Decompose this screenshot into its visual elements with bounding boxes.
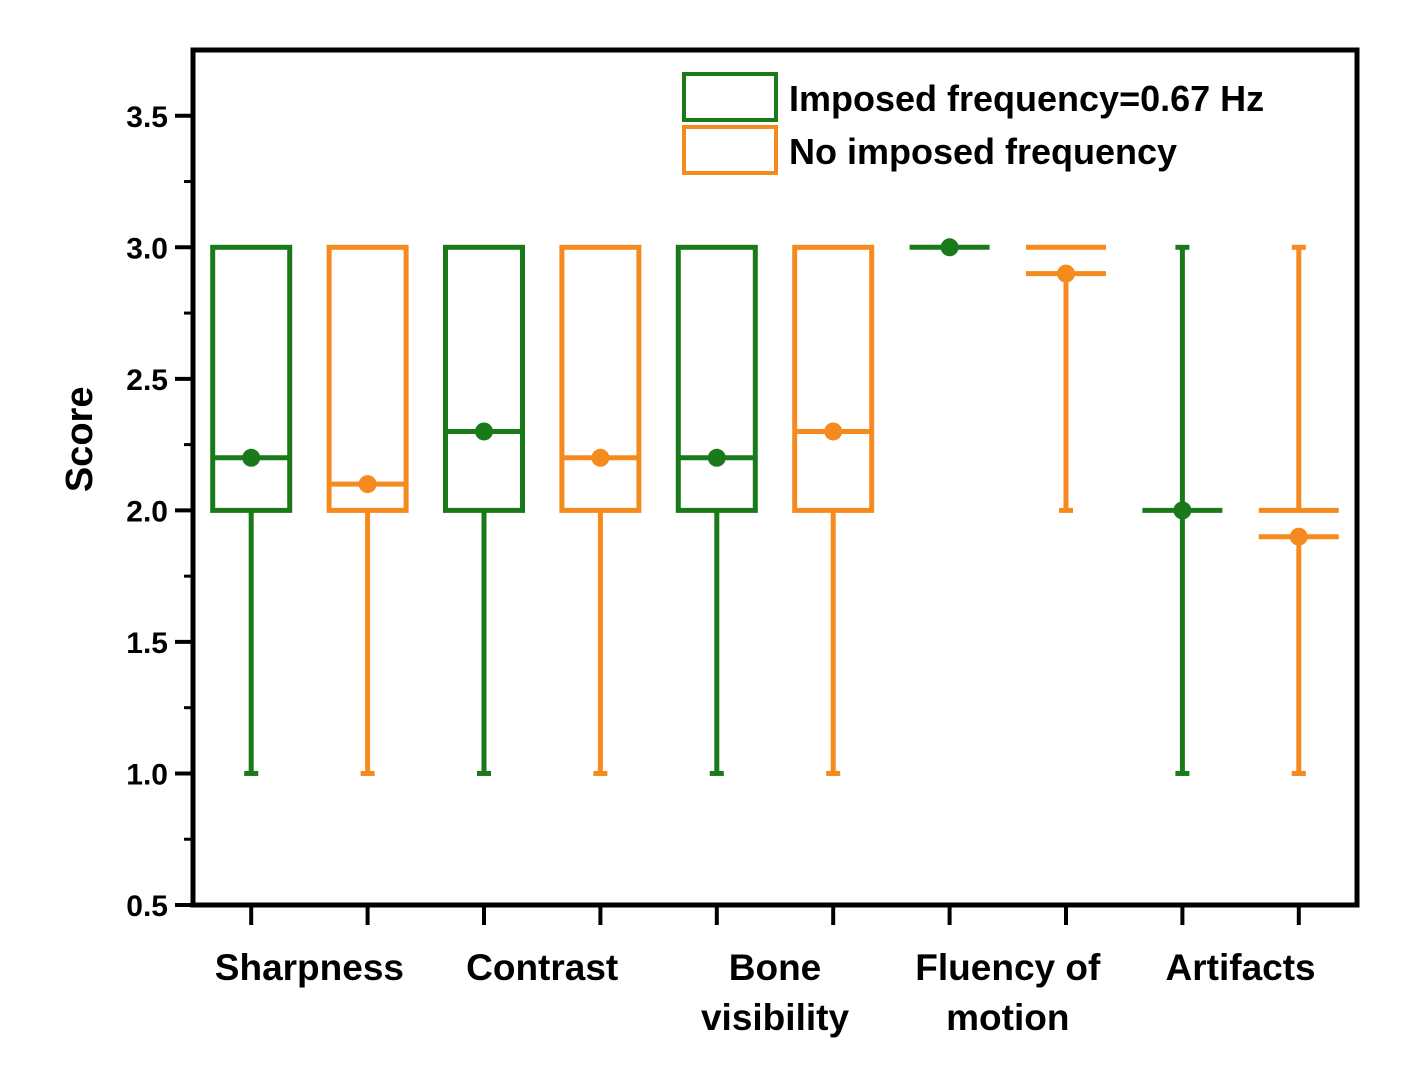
box-group — [210, 244, 293, 776]
y-tick-label: 2.5 — [126, 364, 168, 397]
box-iqr — [210, 244, 293, 513]
category-label: Artifacts — [1166, 947, 1316, 988]
category-label: Bone — [729, 947, 822, 988]
mean-marker — [1057, 264, 1075, 283]
box-group — [326, 244, 409, 776]
mean-marker — [940, 238, 959, 257]
legend-label-no-imposed: No imposed frequency — [789, 131, 1177, 172]
box-group — [909, 238, 990, 257]
category-label: Contrast — [466, 947, 618, 988]
box-group — [792, 244, 875, 776]
box-group — [559, 244, 642, 776]
box-iqr — [675, 244, 758, 513]
box-iqr — [559, 244, 642, 513]
plot-frame — [190, 47, 1360, 908]
x-axis: Sharpness Contrast Bone visibility Fluency o… — [215, 905, 1316, 1038]
category-label-line2: motion — [946, 997, 1069, 1038]
mean-marker — [1289, 527, 1308, 546]
legend-swatch-no-imposed — [682, 125, 778, 175]
y-tick-label: 3.0 — [126, 232, 168, 265]
category-label: Fluency of — [915, 947, 1101, 988]
box-group — [1026, 244, 1106, 513]
mean-marker — [1173, 501, 1192, 520]
box-group — [1142, 244, 1223, 776]
mean-marker — [824, 422, 843, 441]
y-tick-label: 1.5 — [126, 627, 168, 660]
box-iqr — [792, 244, 875, 513]
mean-marker — [707, 448, 726, 467]
mean-marker — [591, 448, 610, 467]
y-axis: 0.5 1.0 1.5 2.0 2.5 3.0 3.5 — [126, 101, 193, 923]
box-iqr — [443, 244, 525, 513]
y-tick-label: 2.0 — [126, 495, 168, 528]
box-group — [1258, 244, 1339, 776]
mean-marker — [242, 448, 261, 467]
legend-swatch-imposed — [682, 72, 778, 122]
legend-label-imposed: Imposed frequency=0.67 Hz — [789, 78, 1264, 119]
category-label: Sharpness — [215, 947, 404, 988]
box-group — [443, 244, 525, 776]
plot-area — [210, 238, 1339, 776]
y-tick-label: 3.5 — [126, 101, 168, 134]
box-iqr — [326, 244, 409, 513]
y-tick-label: 0.5 — [126, 890, 168, 923]
y-axis-title: Score — [59, 387, 101, 493]
mean-marker — [475, 422, 493, 441]
legend: Imposed frequency=0.67 Hz No imposed fre… — [682, 72, 1264, 175]
box-group — [675, 244, 758, 776]
category-label-line2: visibility — [701, 997, 849, 1038]
y-tick-label: 1.0 — [126, 758, 168, 791]
mean-marker — [358, 475, 377, 494]
